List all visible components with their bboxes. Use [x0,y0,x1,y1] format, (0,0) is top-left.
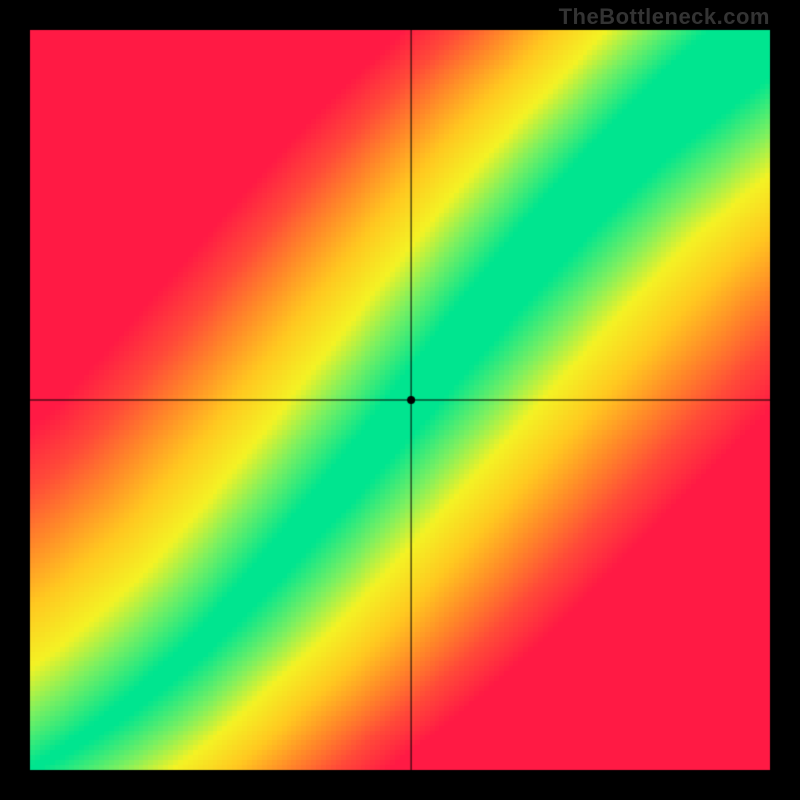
watermark-text: TheBottleneck.com [559,4,770,30]
heatmap-canvas [0,0,800,800]
chart-container: TheBottleneck.com [0,0,800,800]
